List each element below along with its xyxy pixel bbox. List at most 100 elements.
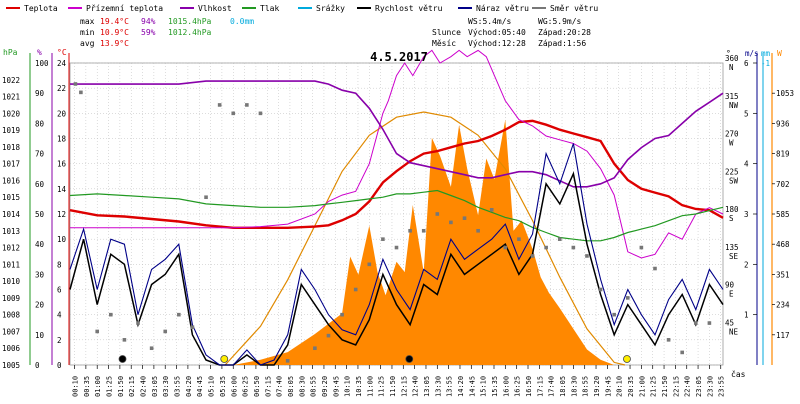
x-tick-label: 04:20 [185, 376, 193, 397]
x-tick-label: 16:50 [525, 376, 533, 397]
pressure-tick-label: 1015 [2, 193, 20, 202]
wind-direction-point [653, 266, 657, 271]
wind-speed-stat: WS:5.4m/s [468, 17, 512, 26]
temperature-tick-label: 10 [57, 235, 67, 244]
wind-tick-label: 1 [744, 311, 749, 320]
x-tick-label: 01:25 [106, 376, 114, 397]
wind-direction-point [258, 111, 263, 116]
x-tick-label: 03:55 [174, 376, 182, 397]
x-tick-label: 11:00 [366, 376, 374, 397]
direction-tick-name: W [729, 139, 734, 148]
temperature-tick-label: 20 [57, 109, 67, 118]
wind-direction-point [571, 245, 576, 250]
solar-tick-label: 936 [776, 119, 790, 128]
series-line-vlhkost [70, 80, 724, 188]
x-tick-label: 15:35 [491, 376, 499, 397]
x-tick-label: 19:20 [593, 376, 601, 397]
pressure-tick-label: 1010 [2, 277, 21, 286]
x-tick-label: 08:05 [287, 376, 295, 397]
x-tick-label: 13:55 [446, 376, 454, 397]
stats-value: 1012.4hPa [168, 28, 212, 37]
x-tick-label: 20:10 [616, 376, 624, 397]
legend-item-label: Náraz větru [476, 4, 529, 13]
x-tick-label: 13:30 [434, 376, 442, 397]
x-tick-label: 21:00 [638, 376, 646, 397]
pressure-tick-label: 1016 [2, 176, 21, 185]
sunrise-time: Východ:05:40 [468, 28, 526, 37]
x-tick-label: 19:45 [604, 376, 612, 397]
wind-direction-point [639, 245, 644, 250]
legend-item-label: Srážky [316, 4, 345, 13]
wind-axis-unit: m/s [745, 49, 759, 58]
wind-direction-point [517, 237, 521, 241]
x-tick-label: 02:40 [140, 376, 148, 397]
sun-label: Slunce [432, 28, 461, 37]
wind-direction-point [353, 287, 358, 292]
chart-title: 4.5.2017 [370, 50, 428, 64]
x-tick-label: 05:35 [219, 376, 227, 397]
wind-gust-stat: WG:5.9m/s [538, 17, 582, 26]
humidity-tick-label: 50 [35, 210, 45, 219]
sunset-time: Západ:20:28 [538, 28, 591, 37]
wind-direction-point [122, 338, 127, 342]
direction-tick-label: 135 [725, 243, 739, 252]
x-tick-label: 23:05 [695, 376, 703, 397]
solar-tick-label: 117 [776, 331, 790, 340]
pressure-axis-unit: hPa [3, 48, 18, 57]
x-tick-label: 12:15 [400, 376, 408, 397]
x-tick-label: 01:00 [94, 376, 102, 397]
pressure-tick-label: 1012 [2, 244, 20, 253]
humidity-axis-unit: % [37, 48, 42, 57]
wind-direction-point [462, 216, 467, 220]
wind-direction-point [149, 346, 154, 351]
humidity-tick-label: 30 [35, 270, 45, 279]
humidity-tick-label: 90 [35, 89, 45, 98]
x-tick-label: 08:55 [310, 376, 318, 397]
x-tick-label: 18:05 [559, 376, 567, 397]
pressure-tick-label: 1022 [2, 76, 20, 85]
rain-tick-label: -1 [761, 59, 770, 68]
x-tick-label: 14:20 [457, 376, 465, 397]
wind-direction-point [73, 82, 78, 86]
temperature-tick-label: 2 [57, 336, 62, 345]
x-tick-label: 07:40 [276, 376, 284, 397]
temperature-tick-label: 0 [57, 361, 62, 370]
pressure-tick-label: 1018 [2, 143, 21, 152]
wind-direction-point [476, 228, 480, 233]
wind-direction-point [109, 312, 113, 317]
solar-tick-label: 351 [776, 270, 790, 279]
marker-východ-měsíce [405, 355, 414, 363]
wind-direction-point [285, 359, 290, 363]
series-line-tlak [69, 189, 724, 242]
x-tick-label: 06:25 [242, 376, 250, 397]
temperature-tick-label: 8 [57, 260, 62, 269]
wind-direction-point [449, 220, 453, 225]
pressure-tick-label: 1009 [2, 294, 20, 303]
legend-item-label: Tlak [260, 4, 279, 13]
solar-theoretical-line [224, 111, 626, 366]
x-tick-label: 03:30 [162, 376, 170, 397]
stats-value: 1015.4hPa [168, 17, 212, 26]
temperature-tick-label: 16 [57, 160, 67, 169]
series-line-rychlost-vetru [69, 171, 724, 366]
temperature-tick-label: 12 [57, 210, 66, 219]
x-tick-label: 04:45 [196, 376, 204, 397]
solar-tick-label: 468 [776, 240, 790, 249]
wind-direction-point [530, 254, 535, 258]
temperature-tick-label: 22 [57, 84, 66, 93]
rain-axis-unit: mm [761, 49, 771, 58]
humidity-tick-label: 70 [35, 150, 45, 159]
wind-direction-point [612, 312, 616, 317]
solar-tick-label: 1053 [776, 89, 794, 98]
wind-direction-point [231, 111, 236, 116]
moon-label: Měsíc [432, 39, 456, 48]
x-axis-label: čas [731, 369, 746, 379]
x-tick-label: 18:55 [582, 376, 590, 397]
wind-direction-point [557, 237, 562, 241]
stats-value: 59% [141, 28, 156, 37]
pressure-tick-label: 1014 [2, 210, 21, 219]
direction-tick-name: N [729, 63, 734, 72]
x-tick-label: 11:25 [378, 376, 386, 397]
x-tick-label: 10:35 [355, 376, 363, 397]
